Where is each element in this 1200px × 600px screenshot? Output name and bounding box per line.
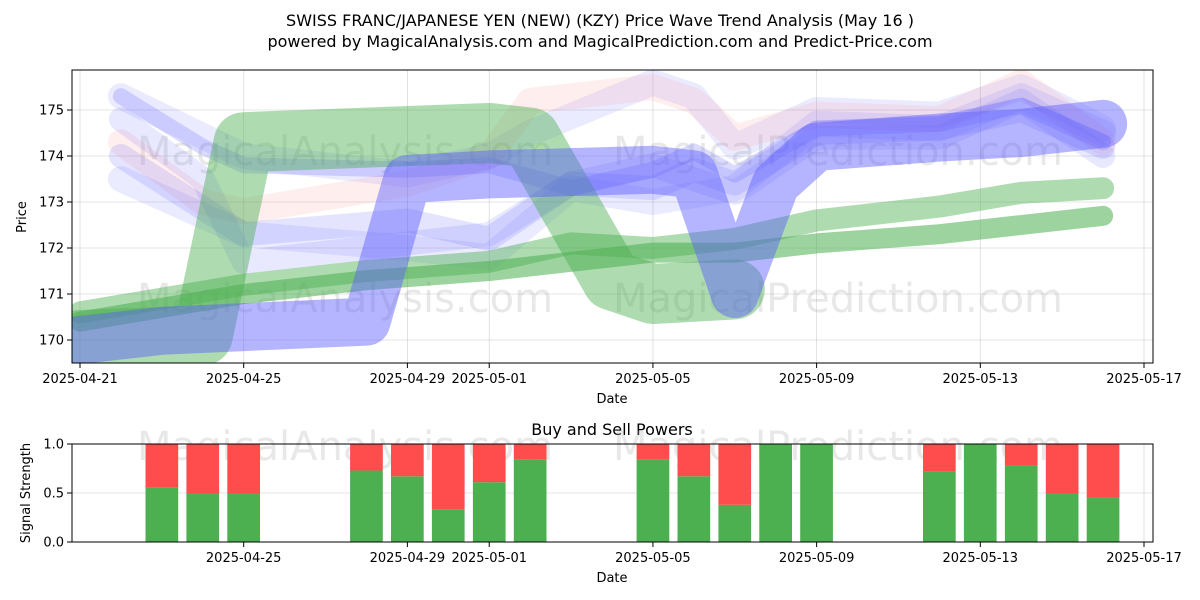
buy-power-bar: [800, 444, 833, 542]
sell-power-bar: [1086, 444, 1120, 498]
price-y-tick-label: 171: [39, 288, 64, 303]
price-wave-line-3: [108, 98, 1116, 251]
buy-power-bar: [1004, 465, 1038, 542]
sell-power-bar: [227, 444, 260, 493]
watermark-text: MagicalAnalysis.com: [137, 129, 553, 175]
buy-power-bar: [963, 444, 997, 542]
buy-power-bar: [391, 476, 424, 542]
buy-power-bar: [923, 471, 956, 542]
price-x-tick-label: 2025-05-17: [1106, 372, 1182, 387]
signal-y-tick-label: 0.0: [43, 536, 64, 551]
signal-x-tick-label: 2025-05-13: [943, 551, 1019, 566]
watermark-text: MagicalPrediction.com: [613, 129, 1063, 175]
chart-title: SWISS FRANC/JAPANESE YEN (NEW) (KZY) Pri…: [286, 11, 914, 30]
buy-power-bar: [636, 459, 670, 542]
signal-bars-group: [145, 444, 1120, 542]
sell-power-bar: [431, 444, 465, 510]
buy-power-bar: [1086, 497, 1120, 542]
price-grid: [72, 70, 1153, 363]
price-x-tick-label: 2025-05-05: [615, 372, 691, 387]
buy-power-bar: [350, 470, 383, 542]
price-y-tick-label: 174: [39, 150, 64, 165]
price-y-axis-label: Price: [15, 201, 30, 233]
signal-chart-title: Buy and Sell Powers: [531, 420, 693, 439]
price-wave-line-5: [108, 88, 1116, 274]
price-x-tick-label: 2025-05-09: [779, 372, 855, 387]
price-wave-line-8: [72, 205, 1114, 332]
sell-power-bar: [513, 444, 547, 460]
signal-x-tick-label: 2025-04-29: [370, 551, 446, 566]
price-x-tick-label: 2025-05-13: [943, 372, 1019, 387]
buy-power-bar: [186, 493, 220, 542]
price-wave-line-9: [72, 103, 765, 363]
sell-power-bar: [186, 444, 220, 493]
price-y-tick-label: 170: [39, 334, 64, 349]
buy-power-bar: [759, 444, 792, 542]
sell-power-bar: [636, 444, 670, 460]
buy-power-bar: [718, 504, 752, 542]
sell-power-bar: [145, 444, 179, 488]
sell-power-bar: [350, 444, 383, 471]
watermark-text: MagicalPrediction.com: [613, 276, 1063, 322]
signal-y-tick-label: 1.0: [43, 438, 64, 453]
price-chart-panel: MagicalAnalysis.com MagicalPrediction.com…: [15, 69, 1182, 407]
buy-power-bar: [472, 482, 506, 542]
price-plot-frame: [71, 69, 1154, 364]
price-x-tick-label: 2025-04-29: [370, 372, 446, 387]
signal-x-axis-label: Date: [596, 571, 627, 586]
price-y-ticks: 170 171 172 173 174 175: [39, 104, 72, 349]
price-x-tick-label: 2025-04-25: [206, 372, 282, 387]
sell-power-bar: [677, 444, 711, 477]
price-x-axis-label: Date: [596, 392, 627, 407]
signal-x-ticks: 2025-04-25 2025-04-29 2025-05-01 2025-05-05…: [206, 542, 1182, 566]
buy-power-bar: [227, 493, 260, 542]
buy-power-bar: [1045, 493, 1079, 542]
price-x-tick-label: 2025-04-21: [42, 372, 118, 387]
price-y-tick-label: 173: [39, 196, 64, 211]
sell-power-bar: [718, 444, 752, 505]
price-x-tick-label: 2025-05-01: [451, 372, 527, 387]
sell-power-bar: [1045, 444, 1079, 493]
signal-x-tick-label: 2025-05-17: [1106, 551, 1182, 566]
price-wave-line-4: [107, 83, 1117, 271]
price-x-ticks: 2025-04-21 2025-04-25 2025-04-29 2025-05-01…: [42, 363, 1182, 387]
signal-x-tick-label: 2025-05-01: [451, 551, 527, 566]
price-y-tick-label: 172: [39, 242, 64, 257]
chart-subtitle: powered by MagicalAnalysis.com and Magic…: [267, 32, 932, 51]
price-wave-line-6: [112, 88, 1112, 197]
price-watermarks: MagicalAnalysis.com MagicalPrediction.com…: [137, 129, 1063, 322]
price-wave-line-10: [72, 99, 1128, 363]
sell-power-bar: [472, 444, 506, 483]
signal-x-tick-label: 2025-05-09: [779, 551, 855, 566]
sell-power-bar: [1004, 444, 1038, 466]
signal-y-ticks: 0.0 0.5 1.0: [43, 438, 72, 551]
buy-power-bar: [677, 476, 711, 542]
signal-x-tick-label: 2025-04-25: [206, 551, 282, 566]
price-series-group: [72, 70, 1128, 363]
signal-y-axis-label: Signal Strength: [19, 443, 34, 543]
signal-x-tick-label: 2025-05-05: [615, 551, 691, 566]
sell-power-bar: [923, 444, 956, 472]
sell-power-bar: [391, 444, 424, 477]
price-y-tick-label: 175: [39, 104, 64, 119]
buy-power-bar: [513, 459, 547, 542]
signal-chart-panel: Buy and Sell Powers MagicalAnalysis.com M…: [19, 420, 1182, 586]
buy-power-bar: [431, 509, 465, 542]
signal-y-tick-label: 0.5: [43, 487, 64, 502]
buy-power-bar: [145, 487, 179, 542]
price-wave-line-2: [107, 70, 1117, 225]
price-wave-line-1: [107, 70, 1117, 188]
